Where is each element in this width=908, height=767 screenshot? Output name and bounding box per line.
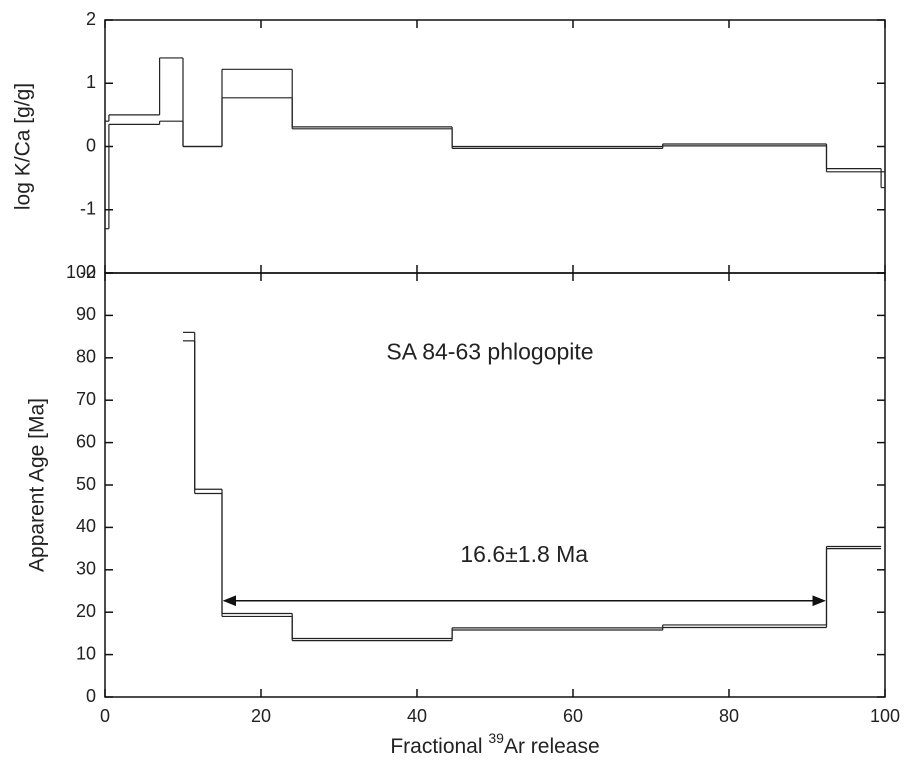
y-tick-label: 10 [76, 643, 96, 663]
series-group [105, 57, 885, 230]
series-group [183, 331, 882, 642]
x-axis-label-part: 39 [488, 730, 504, 746]
y-tick-label: 80 [76, 347, 96, 367]
y-tick-label: 0 [86, 135, 96, 155]
y-tick-label: 70 [76, 389, 96, 409]
x-axis-label-part: Ar release [504, 735, 600, 758]
plateau-label: 16.6±1.8 Ma [460, 541, 588, 567]
y-tick-label: 0 [86, 686, 96, 706]
y-tick-label: 90 [76, 304, 96, 324]
x-tick-label: 100 [870, 706, 900, 726]
y-tick-label: -1 [80, 199, 96, 219]
y-tick-label: 50 [76, 474, 96, 494]
x-tick-label: 40 [407, 706, 427, 726]
y-tick-label: 60 [76, 431, 96, 451]
y-tick-label: 30 [76, 559, 96, 579]
y-tick-label: 40 [76, 516, 96, 536]
y-tick-label: 1 [86, 72, 96, 92]
x-tick-label: 80 [719, 706, 739, 726]
y-axis-label: Apparent Age [Ma] [26, 398, 49, 572]
y-tick-label: 20 [76, 601, 96, 621]
x-tick-label: 0 [100, 706, 110, 726]
y-tick-label: -2 [80, 262, 96, 282]
x-tick-label: 20 [251, 706, 271, 726]
y-tick-label: 2 [86, 9, 96, 29]
x-tick-label: 60 [563, 706, 583, 726]
y-tick-label: 100 [66, 262, 96, 282]
plot-frame [104, 272, 886, 698]
y-axis-label: log K/Ca [g/g] [12, 83, 35, 210]
x-axis-label-part: Fractional [390, 735, 488, 758]
annotation-title: SA 84-63 phlogopite [386, 339, 593, 365]
x-axis-label: Fractional 39Ar release [390, 730, 599, 758]
